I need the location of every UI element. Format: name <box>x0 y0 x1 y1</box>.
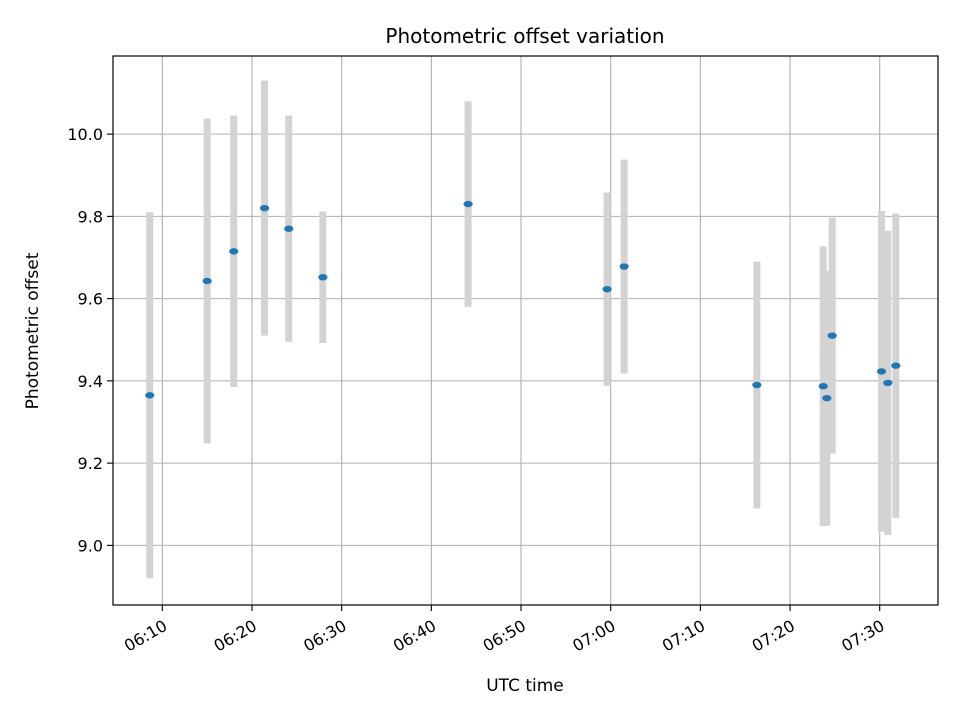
y-axis: 9.0 9.2 9.4 9.6 9.8 10.0 <box>67 125 113 555</box>
data-point <box>752 381 762 389</box>
data-point <box>229 248 239 255</box>
x-axis-title: UTC time <box>486 676 564 696</box>
data-point <box>602 285 612 293</box>
plot-frame <box>112 55 939 606</box>
data-point <box>822 394 832 402</box>
data-point <box>284 225 294 232</box>
y-tick-label: 9.6 <box>78 290 103 309</box>
data-point <box>318 274 328 281</box>
y-tick-label: 10.0 <box>67 125 103 144</box>
data-point <box>463 200 473 208</box>
data-point <box>619 263 629 270</box>
y-axis-title: Photometric offset <box>23 252 43 409</box>
data-point <box>259 204 270 212</box>
data-point <box>883 379 893 387</box>
data-point <box>876 368 887 375</box>
y-tick-label: 9.4 <box>78 372 103 391</box>
y-tick-label: 9.2 <box>78 454 103 473</box>
chart-title: Photometric offset variation <box>385 24 664 48</box>
data-point <box>145 392 155 399</box>
grid <box>113 56 938 605</box>
data-point <box>827 332 837 339</box>
data-points <box>145 200 901 402</box>
data-point <box>202 277 212 285</box>
y-tick-label: 9.8 <box>78 207 103 226</box>
data-point <box>818 383 828 390</box>
data-point <box>891 362 901 369</box>
y-tick-label: 9.0 <box>78 536 103 555</box>
